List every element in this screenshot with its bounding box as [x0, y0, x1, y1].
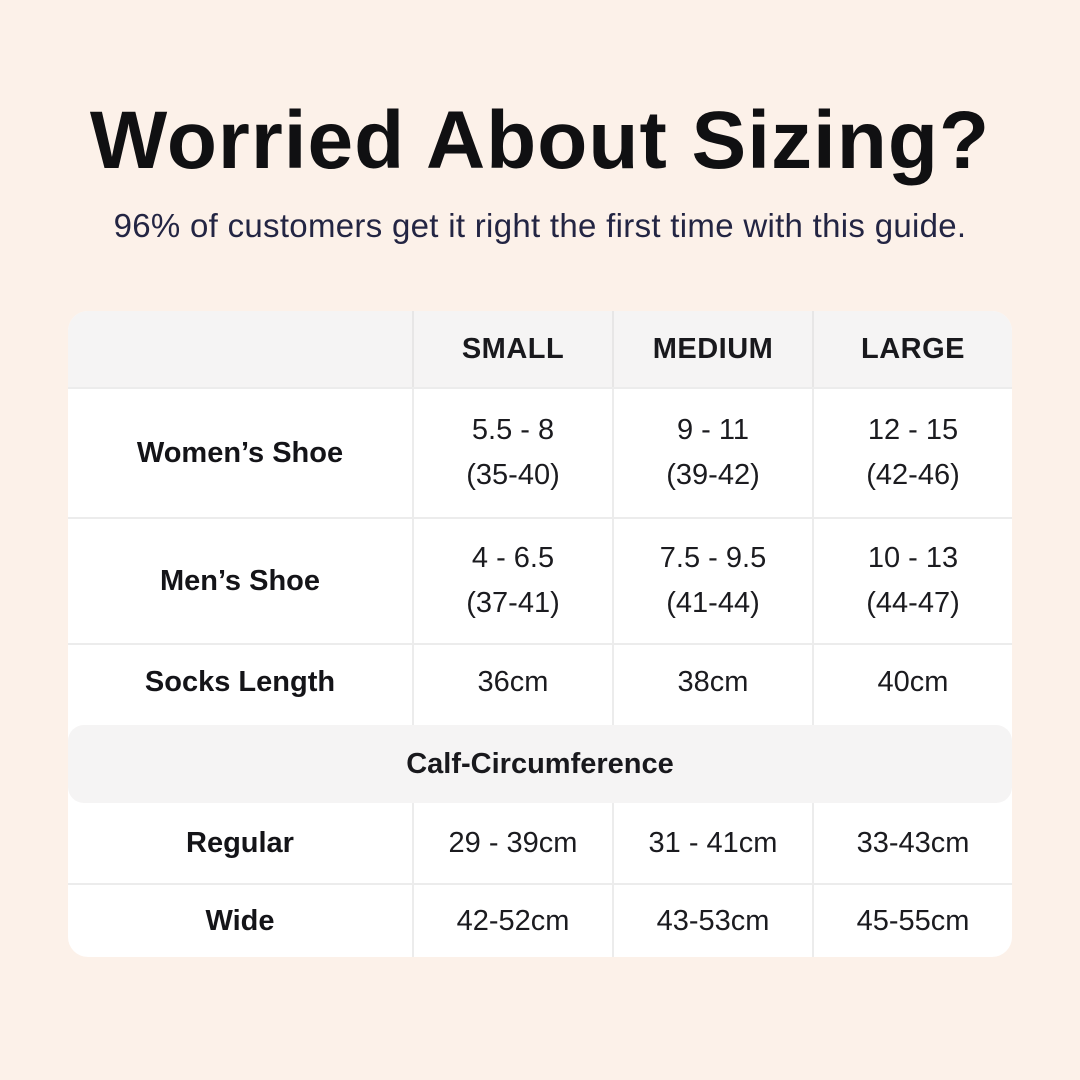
row-label-socks-length: Socks Length — [68, 643, 412, 720]
gap-strip — [812, 720, 1012, 725]
value-line2: (42-46) — [866, 459, 960, 491]
row-label-mens-shoe: Men’s Shoe — [68, 517, 412, 643]
cell-socks-small: 36cm — [412, 643, 612, 720]
value-line2: (39-42) — [666, 459, 760, 491]
cell-wide-medium: 43-53cm — [612, 883, 812, 957]
gap-strip — [612, 720, 812, 725]
page-title: Worried About Sizing? — [89, 95, 991, 186]
cell-socks-large: 40cm — [812, 643, 1012, 720]
section-header-calf-circumference: Calf-Circumference — [68, 725, 1012, 803]
gap-strip — [412, 720, 612, 725]
header-cell-small: SMALL — [412, 311, 612, 387]
header-cell-large: LARGE — [812, 311, 1012, 387]
row-label-wide: Wide — [68, 883, 412, 957]
value-line1: 10 - 13 — [867, 542, 959, 575]
cell-regular-large: 33-43cm — [812, 803, 1012, 883]
header-cell-blank — [68, 311, 412, 387]
size-chart-table: SMALL MEDIUM LARGE Women’s Shoe 5.5 - 8 … — [68, 311, 1012, 957]
value-line1: 4 - 6.5 — [471, 542, 555, 575]
header-cell-medium: MEDIUM — [612, 311, 812, 387]
value-line2: (44-47) — [866, 587, 960, 619]
cell-socks-medium: 38cm — [612, 643, 812, 720]
page-subtitle: 96% of customers get it right the first … — [113, 207, 967, 244]
cell-regular-small: 29 - 39cm — [412, 803, 612, 883]
cell-womens-large: 12 - 15 (42-46) — [812, 387, 1012, 517]
value-line1: 12 - 15 — [867, 414, 959, 447]
cell-wide-small: 42-52cm — [412, 883, 612, 957]
cell-mens-small: 4 - 6.5 (37-41) — [412, 517, 612, 643]
gap-strip — [68, 720, 412, 725]
row-label-regular: Regular — [186, 826, 294, 859]
value-line1: 5.5 - 8 — [471, 414, 555, 447]
cell-womens-small: 5.5 - 8 (35-40) — [412, 387, 612, 517]
cell-mens-medium: 7.5 - 9.5 (41-44) — [612, 517, 812, 643]
cell-regular-medium: 31 - 41cm — [612, 803, 812, 883]
value-line1: 9 - 11 — [676, 414, 749, 447]
cell-mens-large: 10 - 13 (44-47) — [812, 517, 1012, 643]
value-line2: (41-44) — [666, 587, 760, 619]
value-line2: (35-40) — [466, 459, 560, 491]
cell-womens-medium: 9 - 11 (39-42) — [612, 387, 812, 517]
value-line2: (37-41) — [466, 587, 560, 619]
row-label-womens-shoe: Women’s Shoe — [68, 387, 412, 517]
cell-wide-large: 45-55cm — [812, 883, 1012, 957]
value-line1: 7.5 - 9.5 — [659, 542, 767, 575]
